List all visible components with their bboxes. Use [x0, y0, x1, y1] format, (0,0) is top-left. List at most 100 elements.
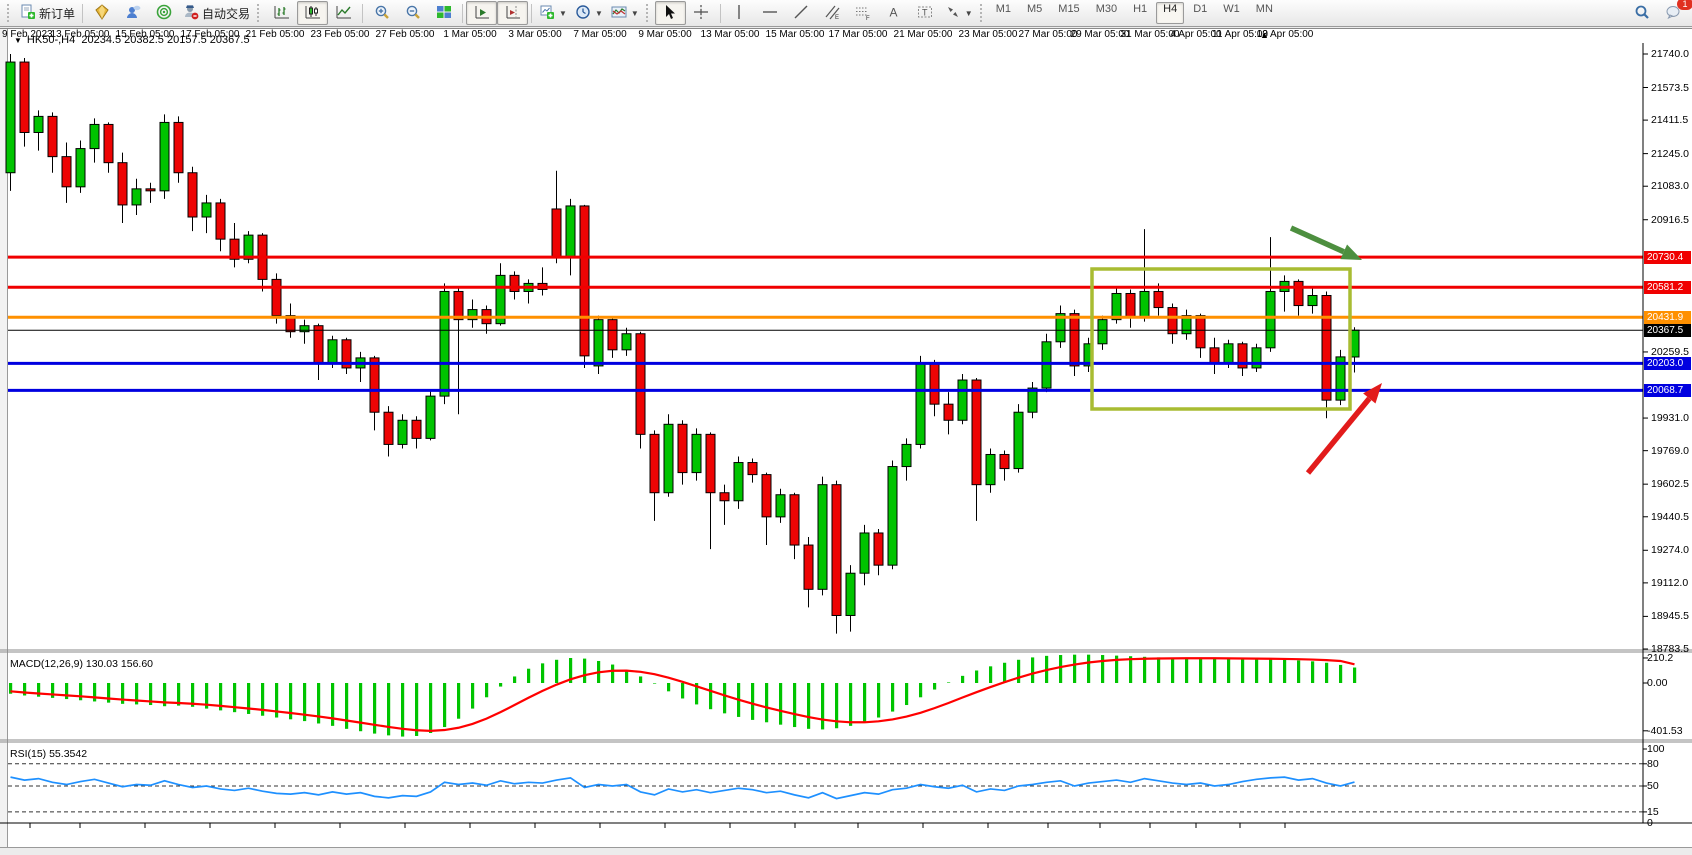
- macd-histogram-bar: [639, 676, 643, 683]
- macd-histogram-bar: [499, 683, 503, 687]
- timeframe-button-h1[interactable]: H1: [1133, 3, 1148, 15]
- horizontal-line-button[interactable]: [755, 1, 786, 25]
- candle-bullish: [621, 333, 632, 351]
- macd-histogram-bar: [93, 683, 97, 702]
- notifications-button[interactable]: 1: [1657, 0, 1692, 25]
- text-button[interactable]: A: [879, 1, 910, 25]
- vertical-line-button[interactable]: [724, 1, 755, 25]
- tile-windows-button[interactable]: [428, 1, 459, 25]
- autotrading-button[interactable]: 自动交易: [179, 1, 254, 25]
- time-axis-label: 11 Apr 05:00: [1212, 29, 1268, 40]
- arrows-icon: [945, 4, 961, 23]
- fibonacci-button[interactable]: F: [848, 1, 879, 25]
- candle-bullish: [33, 115, 44, 133]
- timeframe-button-m5[interactable]: M5: [1027, 3, 1043, 15]
- text-label-button[interactable]: T: [910, 1, 941, 25]
- new-order-button[interactable]: 新订单: [16, 1, 79, 25]
- macd-histogram-bar: [331, 683, 335, 726]
- community-button[interactable]: [117, 1, 148, 25]
- trendline-button[interactable]: [786, 1, 817, 25]
- macd-histogram-bar: [919, 683, 923, 698]
- macd-histogram-bar: [723, 683, 727, 714]
- equidistant-channel-button[interactable]: E: [817, 1, 848, 25]
- indicators-dropdown[interactable]: ▼: [607, 1, 643, 25]
- crosshair-button[interactable]: [686, 1, 717, 25]
- new-order-icon: [20, 4, 36, 23]
- price-axis-label: 19274.0: [1651, 544, 1689, 557]
- timeframe-button-m30[interactable]: M30: [1095, 3, 1118, 15]
- arrows-dropdown[interactable]: ▼: [941, 1, 977, 25]
- equidistant-channel-icon: E: [824, 4, 840, 23]
- candle-bearish: [1069, 313, 1080, 367]
- price-chart-canvas[interactable]: [0, 29, 1692, 854]
- candle-bullish: [1097, 319, 1108, 345]
- price-axis-label: 21245.0: [1651, 147, 1689, 160]
- toolbar-grip[interactable]: [7, 4, 13, 22]
- time-axis-label: 13 Mar 05:00: [700, 29, 760, 40]
- window-left-edge: [0, 29, 8, 847]
- tile-windows-icon: [436, 4, 452, 23]
- time-axis-label: 21 Mar 05:00: [893, 29, 953, 40]
- candle-bullish: [75, 148, 86, 188]
- macd-histogram-bar: [51, 683, 55, 698]
- rsi-axis-label: 0: [1647, 817, 1653, 829]
- toolbar-grip[interactable]: [979, 4, 986, 22]
- scroll-to-end-icon[interactable]: ▲: [1260, 30, 1269, 40]
- macd-histogram-bar: [1283, 659, 1287, 683]
- zoom-out-button[interactable]: [397, 1, 428, 25]
- collapse-triangle-icon[interactable]: ▼: [14, 36, 22, 45]
- candle-bullish: [985, 453, 996, 486]
- macd-histogram-bar: [79, 683, 83, 701]
- toolbar-grip[interactable]: [645, 4, 652, 22]
- macd-histogram-bar: [1269, 659, 1273, 683]
- line-chart-button[interactable]: [328, 1, 359, 25]
- candle-bearish: [929, 363, 940, 405]
- rsi-axis-label: 80: [1647, 757, 1659, 770]
- gem-button[interactable]: [86, 1, 117, 25]
- price-level-tag: 20068.7: [1644, 383, 1691, 397]
- candle-bullish: [859, 532, 870, 574]
- new-order-label: 新订单: [39, 6, 76, 21]
- timeframe-button-d1[interactable]: D1: [1193, 3, 1208, 15]
- candlestick-chart-button[interactable]: [297, 1, 329, 25]
- profiles-dropdown[interactable]: ▼: [571, 1, 607, 25]
- separator: [82, 3, 84, 23]
- candle-bullish: [1139, 290, 1150, 319]
- search-button[interactable]: [1626, 1, 1657, 25]
- macd-histogram-bar: [135, 683, 139, 705]
- candle-bearish: [803, 544, 814, 590]
- svg-text:E: E: [835, 15, 839, 20]
- macd-histogram-bar: [429, 683, 433, 733]
- chart-shift-button[interactable]: [497, 1, 529, 25]
- macd-axis-label: 210.2: [1647, 651, 1674, 664]
- timeframe-button-w1[interactable]: W1: [1223, 3, 1240, 15]
- green-down-arrow-head: [1340, 244, 1362, 260]
- auto-scroll-button[interactable]: [466, 1, 498, 25]
- price-axis-label: 19931.0: [1651, 412, 1689, 425]
- macd-histogram-bar: [947, 682, 951, 683]
- macd-histogram-bar: [681, 683, 685, 699]
- time-axis-label: 3 Mar 05:00: [508, 29, 562, 40]
- signals-button[interactable]: [148, 1, 179, 25]
- macd-histogram-bar: [163, 683, 167, 707]
- macd-histogram-bar: [891, 683, 895, 712]
- macd-histogram-bar: [625, 669, 629, 683]
- macd-histogram-bar: [1255, 659, 1259, 683]
- toolbar-grip[interactable]: [257, 4, 263, 22]
- candle-bearish: [145, 188, 156, 192]
- zoom-in-button[interactable]: [366, 1, 397, 25]
- new-chart-dropdown[interactable]: ▼: [535, 1, 571, 25]
- timeframe-button-m1[interactable]: M1: [995, 3, 1011, 15]
- separator: [462, 3, 464, 23]
- timeframe-group: M1 M5 M15 M30 H1 H4 D1 W1 MN: [989, 2, 1280, 24]
- chart-window[interactable]: ▼ HK50-,H4 20234.5 20382.5 20157.5 20367.…: [0, 28, 1692, 855]
- timeframe-button-m15[interactable]: M15: [1058, 3, 1080, 15]
- timeframe-button-h4[interactable]: H4: [1156, 2, 1185, 24]
- timeframe-button-mn[interactable]: MN: [1255, 3, 1273, 15]
- candle-bearish: [61, 156, 72, 188]
- cursor-button[interactable]: [654, 1, 686, 25]
- candle-bearish: [789, 494, 800, 546]
- macd-histogram-bar: [933, 683, 937, 690]
- bar-chart-button[interactable]: [266, 1, 297, 25]
- price-level-tag: 20581.2: [1644, 280, 1691, 294]
